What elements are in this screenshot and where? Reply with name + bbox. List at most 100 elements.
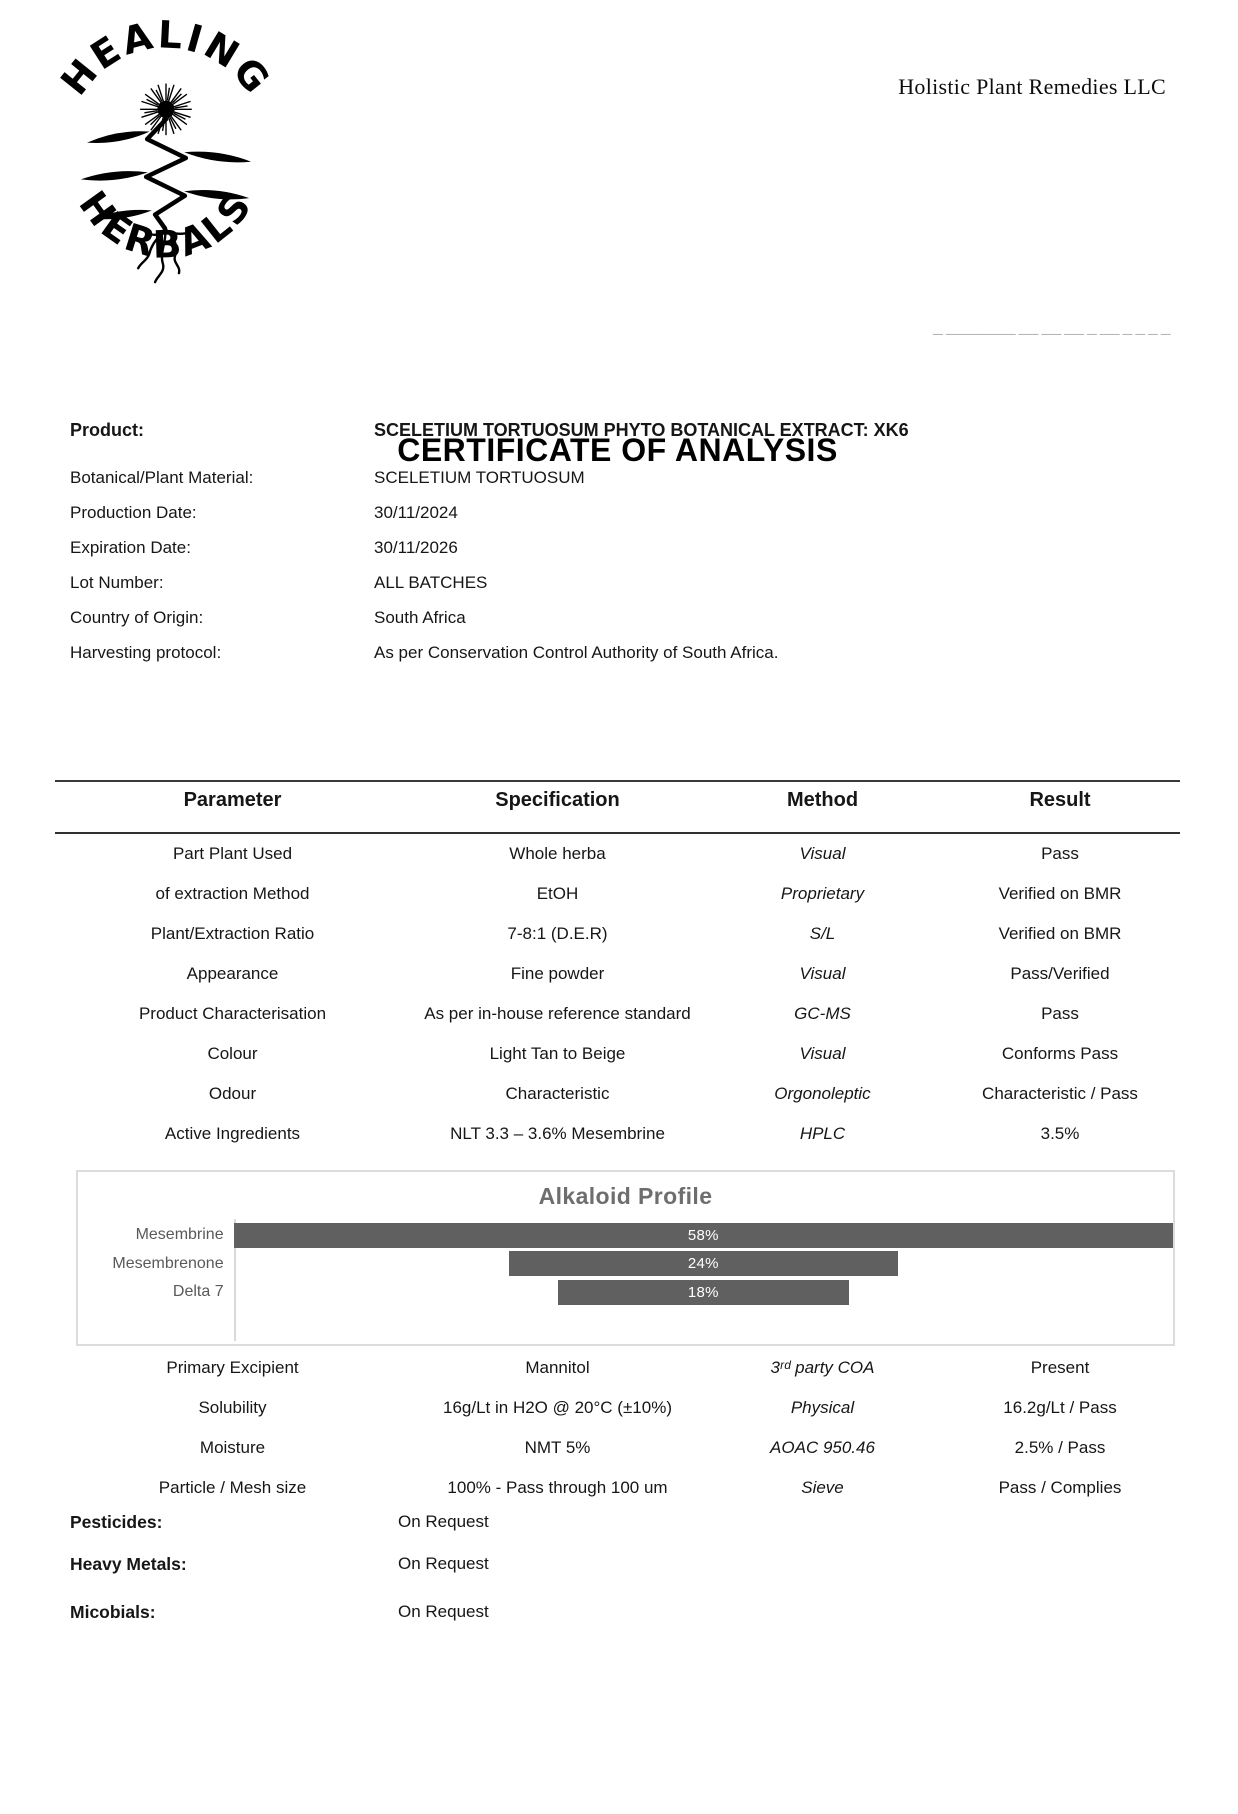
microbials-row: Micobials: On Request [0, 1602, 1238, 1626]
healing-herbals-logo: HEALING HERBALS [52, 18, 277, 284]
chart-title: Alkaloid Profile [538, 1183, 713, 1209]
chart-bar: 58% [233, 1222, 1173, 1248]
cell-result: 3.5% [1040, 1124, 1080, 1143]
cell-parameter: Part Plant Used [172, 844, 293, 863]
cell-method: AOAC 950.46 [770, 1438, 875, 1457]
cell-specification: 7-8:1 (D.E.R) [507, 924, 608, 943]
field-value: ALL BATCHES [374, 573, 488, 592]
product-label: Product: [70, 420, 144, 440]
field-label: Country of Origin: [70, 608, 204, 627]
spec-table-header: Parameter Specification Method Result [55, 789, 1180, 812]
cell-method: Proprietary [780, 884, 865, 903]
column-header-parameter: Parameter [183, 789, 282, 811]
product-row: Product: SCELETIUM TORTUOSUM PHYTO BOTAN… [0, 420, 1238, 444]
table-row: Odour Characteristic Orgonoleptic Charac… [55, 1074, 1180, 1114]
chart-bar: 18% [557, 1279, 850, 1305]
cell-parameter: Product Characterisation [138, 1004, 327, 1023]
field-label: Harvesting protocol: [70, 643, 222, 662]
chart-category-label: Delta 7 [172, 1283, 224, 1301]
table-top-rule [55, 780, 1180, 782]
field-label: Lot Number: [70, 573, 164, 592]
cell-result: 16.2g/Lt / Pass [1003, 1398, 1117, 1417]
cell-result: Pass [1041, 1004, 1079, 1023]
table-row: Product Characterisation As per in-house… [55, 994, 1180, 1034]
cell-method: HPLC [799, 1124, 846, 1143]
field-value: South Africa [374, 608, 466, 627]
table-row: Primary Excipient Mannitol 3ʳᵈ party COA… [55, 1348, 1180, 1388]
cell-method: Visual [799, 844, 846, 863]
chart-category-label: Mesembrine [135, 1226, 224, 1244]
logo-leaves [80, 131, 252, 220]
field-value: On Request [398, 1512, 489, 1531]
cell-method: Visual [799, 964, 846, 983]
cell-result: Characteristic / Pass [982, 1084, 1138, 1103]
pesticides-row: Pesticides: On Request [0, 1512, 1238, 1536]
spec-table-body: Part Plant Used Whole herba Visual Pass … [55, 834, 1180, 1154]
cell-specification: 100% - Pass through 100 um [447, 1478, 668, 1497]
column-header-result: Result [1029, 789, 1091, 811]
cell-specification: As per in-house reference standard [424, 1004, 691, 1023]
column-header-method: Method [786, 789, 859, 811]
company-name: Holistic Plant Remedies LLC [898, 74, 1166, 99]
chart-category-label: Mesembrenone [112, 1254, 224, 1272]
table-row: Moisture NMT 5% AOAC 950.46 2.5% / Pass [55, 1428, 1180, 1468]
cell-result: Pass/Verified [1010, 964, 1110, 983]
cell-result: 2.5% / Pass [1014, 1438, 1106, 1457]
cell-specification: 16g/Lt in H2O @ 20°C (±10%) [443, 1398, 672, 1417]
cell-result: Verified on BMR [998, 924, 1122, 943]
country-of-origin-row: Country of Origin: South Africa [0, 608, 1238, 632]
cell-specification: Light Tan to Beige [489, 1044, 626, 1063]
cell-specification: Fine powder [510, 964, 605, 983]
botanical-material-row: Botanical/Plant Material: SCELETIUM TORT… [0, 468, 1238, 492]
chart-plot-area: 24% [234, 1251, 1173, 1277]
table-row: Plant/Extraction Ratio 7-8:1 (D.E.R) S/L… [55, 914, 1180, 954]
cell-parameter: Colour [207, 1044, 258, 1063]
cell-parameter: Primary Excipient [166, 1358, 299, 1377]
lot-number-row: Lot Number: ALL BATCHES [0, 573, 1238, 597]
cell-method: GC-MS [794, 1004, 851, 1023]
field-value: 30/11/2024 [374, 503, 458, 522]
heavy-metals-row: Heavy Metals: On Request [0, 1554, 1238, 1578]
field-value: 30/11/2026 [374, 538, 458, 557]
table-row: Part Plant Used Whole herba Visual Pass [55, 834, 1180, 874]
cell-specification: Mannitol [525, 1358, 590, 1377]
chart-row: Mesembrenone 24% [78, 1250, 1173, 1279]
field-label: Micobials: [70, 1602, 156, 1622]
field-value: On Request [398, 1554, 489, 1573]
cell-specification: EtOH [536, 884, 579, 903]
cell-specification: NLT 3.3 – 3.6% Mesembrine [450, 1124, 665, 1143]
table-row: Appearance Fine powder Visual Pass/Verif… [55, 954, 1180, 994]
table-row: of extraction Method EtOH Proprietary Ve… [55, 874, 1180, 914]
page-title: CERTIFICATE OF ANALYSIS [397, 432, 838, 468]
cell-parameter: Odour [208, 1084, 257, 1103]
cell-result: Present [1030, 1358, 1090, 1377]
logo-roots [137, 227, 187, 284]
chart-bar-value: 18% [687, 1283, 719, 1301]
cell-specification: Characteristic [505, 1084, 610, 1103]
field-label: Expiration Date: [70, 538, 191, 557]
cell-method: 3ʳᵈ party COA [770, 1358, 875, 1377]
chart-plot-area: 18% [234, 1279, 1173, 1305]
expiration-date-row: Expiration Date: 30/11/2026 [0, 538, 1238, 562]
cell-parameter: Active Ingredients [164, 1124, 301, 1143]
product-value: SCELETIUM TORTUOSUM PHYTO BOTANICAL EXTR… [374, 420, 909, 440]
field-value: SCELETIUM TORTUOSUM [374, 468, 585, 487]
cell-result: Conforms Pass [1001, 1044, 1119, 1063]
cell-parameter: Moisture [199, 1438, 266, 1457]
table-row: Particle / Mesh size 100% - Pass through… [55, 1468, 1180, 1508]
field-value: As per Conservation Control Authority of… [374, 643, 779, 662]
cell-parameter: Plant/Extraction Ratio [150, 924, 315, 943]
logo-flower-icon [140, 83, 192, 136]
column-header-specification: Specification [495, 789, 620, 811]
cell-method: Sieve [801, 1478, 844, 1497]
field-label: Botanical/Plant Material: [70, 468, 254, 487]
cell-method: Orgonoleptic [774, 1084, 871, 1103]
spec-table-body-lower: Primary Excipient Mannitol 3ʳᵈ party COA… [55, 1348, 1180, 1508]
cell-method: S/L [809, 924, 836, 943]
chart-bars-area: Mesembrine 58% Mesembrenone 24% Delta 7 18% [78, 1221, 1173, 1307]
table-row: Solubility 16g/Lt in H2O @ 20°C (±10%) P… [55, 1388, 1180, 1428]
field-value: On Request [398, 1602, 489, 1621]
field-label: Heavy Metals: [70, 1554, 187, 1574]
chart-bar: 24% [508, 1251, 898, 1277]
